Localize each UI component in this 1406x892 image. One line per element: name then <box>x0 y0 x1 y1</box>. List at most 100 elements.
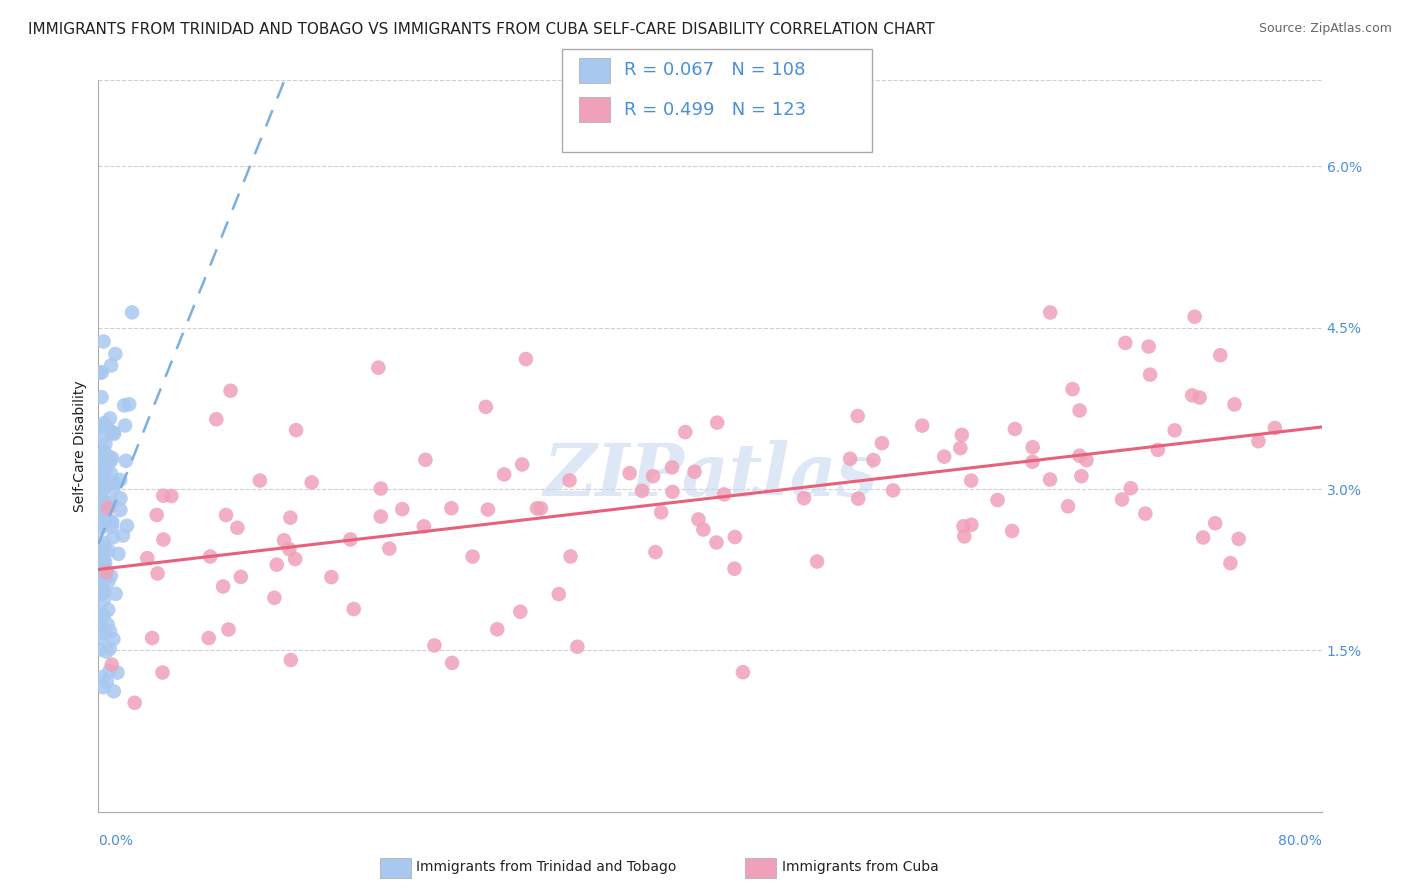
Point <box>152 665 174 680</box>
Point <box>440 501 463 516</box>
Point <box>124 696 146 710</box>
Point <box>100 359 122 373</box>
Point <box>219 384 242 398</box>
Point <box>152 489 174 503</box>
Point <box>90 365 112 379</box>
Point <box>249 474 271 488</box>
Text: 80.0%: 80.0% <box>1278 834 1322 848</box>
Point <box>415 452 437 467</box>
Point <box>212 579 235 593</box>
Point <box>198 549 221 564</box>
Point <box>146 566 169 581</box>
Point <box>1204 516 1226 531</box>
Text: 0.0%: 0.0% <box>98 834 134 848</box>
Point <box>218 623 240 637</box>
Point <box>278 510 301 524</box>
Point <box>1219 556 1241 570</box>
Point <box>91 670 114 684</box>
Point <box>530 501 553 516</box>
Point <box>101 530 124 544</box>
Point <box>367 360 389 375</box>
Point <box>343 602 366 616</box>
Point <box>1137 340 1160 354</box>
Point <box>650 505 672 519</box>
Point <box>509 605 531 619</box>
Point <box>111 528 134 542</box>
Point <box>103 426 125 441</box>
Point <box>950 428 973 442</box>
Point <box>706 535 728 549</box>
Point <box>93 500 115 515</box>
Point <box>567 640 589 654</box>
Point <box>136 551 159 566</box>
Point <box>724 530 747 544</box>
Point <box>89 488 111 502</box>
Text: R = 0.067   N = 108: R = 0.067 N = 108 <box>624 62 806 79</box>
Point <box>1192 531 1215 545</box>
Point <box>477 502 499 516</box>
Point <box>526 501 548 516</box>
Point <box>91 519 114 533</box>
Point <box>90 496 112 510</box>
Point <box>103 482 125 496</box>
Point <box>94 436 117 450</box>
Point <box>510 458 533 472</box>
Point <box>1062 382 1084 396</box>
Point <box>98 624 121 639</box>
Point <box>98 641 121 656</box>
Point <box>100 569 122 583</box>
Text: R = 0.499   N = 123: R = 0.499 N = 123 <box>624 101 807 119</box>
Point <box>1227 532 1250 546</box>
Point <box>90 488 112 502</box>
Point <box>94 495 117 509</box>
Point <box>91 583 114 598</box>
Point <box>93 504 115 518</box>
Point <box>98 411 121 425</box>
Point <box>731 665 754 680</box>
Point <box>89 515 111 529</box>
Point <box>101 425 124 440</box>
Point <box>934 450 956 464</box>
Point <box>112 398 135 412</box>
Point <box>723 562 745 576</box>
Point <box>952 519 974 533</box>
Point <box>121 305 143 319</box>
Point <box>93 608 115 623</box>
Point <box>793 491 815 506</box>
Point <box>1039 473 1062 487</box>
Point <box>215 508 238 522</box>
Point <box>846 491 869 506</box>
Point <box>89 555 111 569</box>
Point <box>100 467 122 481</box>
Point <box>103 632 125 646</box>
Point <box>1021 455 1043 469</box>
Point <box>104 475 127 490</box>
Point <box>560 549 582 564</box>
Point <box>713 487 735 501</box>
Point <box>692 523 714 537</box>
Point <box>339 533 361 547</box>
Point <box>91 582 114 597</box>
Point <box>862 453 884 467</box>
Point <box>441 656 464 670</box>
Point <box>911 418 934 433</box>
Point <box>1135 507 1157 521</box>
Point <box>197 631 219 645</box>
Point <box>97 476 120 491</box>
Point <box>412 519 434 533</box>
Point <box>558 474 581 488</box>
Point <box>90 544 112 558</box>
Point <box>101 657 124 672</box>
Point <box>229 570 252 584</box>
Point <box>273 533 295 548</box>
Point <box>1184 310 1206 324</box>
Point <box>661 484 683 499</box>
Point <box>101 515 124 529</box>
Point <box>226 521 249 535</box>
Point <box>107 547 129 561</box>
Point <box>101 520 124 534</box>
Point <box>104 587 127 601</box>
Point <box>89 420 111 434</box>
Point <box>263 591 285 605</box>
Point <box>673 425 696 439</box>
